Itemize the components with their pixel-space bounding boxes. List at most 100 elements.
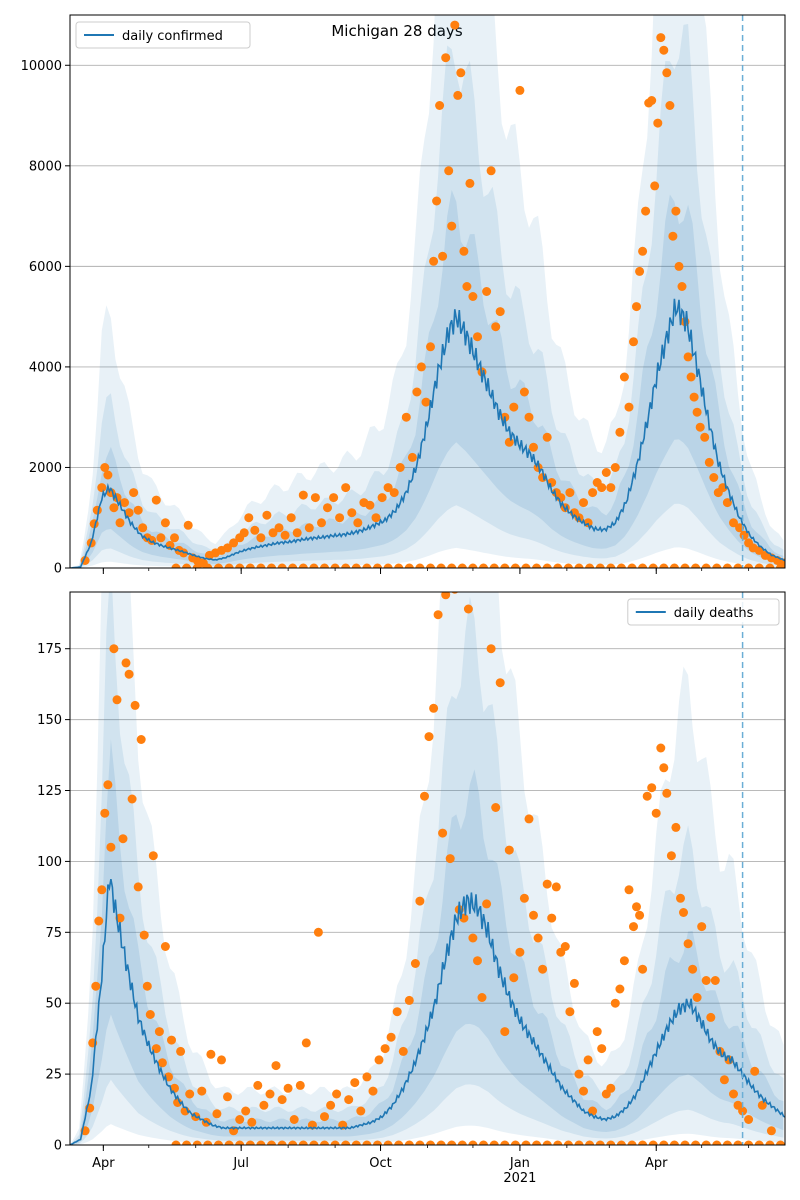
data-point	[688, 964, 698, 974]
data-point	[504, 437, 514, 447]
data-point	[744, 1140, 754, 1145]
data-point	[426, 1140, 435, 1145]
data-point	[383, 563, 393, 568]
data-point	[463, 604, 473, 614]
data-point	[280, 530, 290, 540]
data-point	[383, 483, 393, 493]
data-point	[298, 563, 308, 568]
data-point	[683, 939, 693, 949]
data-point	[115, 518, 125, 528]
data-point	[351, 1140, 361, 1145]
series-line	[70, 298, 785, 568]
uncertainty-band	[70, 592, 784, 1145]
data-point	[259, 1100, 269, 1110]
data-point	[371, 513, 381, 523]
data-point	[509, 973, 519, 983]
data-point	[97, 483, 107, 493]
data-point	[632, 302, 641, 312]
data-point	[298, 490, 308, 500]
data-point	[624, 402, 634, 412]
uncertainty-band	[70, 592, 784, 1145]
data-point	[441, 592, 451, 600]
data-point	[647, 783, 657, 793]
data-point	[100, 808, 110, 818]
data-point	[341, 563, 351, 568]
data-point	[148, 851, 158, 861]
data-point	[583, 1055, 593, 1065]
data-point	[486, 166, 496, 176]
data-point	[529, 442, 538, 452]
data-point	[700, 432, 710, 442]
data-point	[659, 1140, 669, 1145]
data-point	[298, 1140, 308, 1145]
data-point	[424, 732, 434, 742]
data-point	[680, 563, 690, 568]
data-point	[133, 882, 143, 892]
data-point	[435, 101, 445, 110]
data-point	[94, 916, 104, 926]
data-point	[551, 882, 561, 892]
data-point	[468, 563, 478, 568]
data-point	[91, 981, 101, 991]
data-point	[456, 68, 466, 78]
data-point	[214, 563, 223, 568]
data-point	[510, 563, 520, 568]
data-point	[121, 658, 131, 668]
data-point	[320, 563, 329, 568]
data-point	[669, 563, 679, 568]
data-point	[597, 1044, 607, 1054]
data-point	[368, 1086, 378, 1096]
data-point	[310, 493, 320, 503]
data-point	[389, 488, 399, 498]
data-point	[404, 1140, 414, 1145]
data-point	[659, 763, 669, 773]
data-point	[719, 1075, 729, 1085]
data-point	[421, 397, 431, 407]
data-point	[653, 118, 663, 128]
data-point	[529, 910, 538, 920]
legend: daily confirmed	[75, 21, 251, 49]
data-point	[277, 1140, 287, 1145]
data-point	[648, 563, 658, 568]
data-point	[268, 528, 278, 538]
data-point	[447, 1140, 457, 1145]
data-point	[650, 181, 660, 191]
data-point	[235, 563, 245, 568]
data-point	[595, 1140, 605, 1145]
data-point	[495, 678, 505, 688]
y-tick-label: 75	[45, 926, 62, 941]
data-point	[198, 558, 208, 568]
data-point	[239, 528, 249, 538]
y-tick-label: 100	[37, 855, 62, 870]
data-point	[374, 1055, 384, 1065]
data-point	[524, 814, 534, 824]
data-point	[500, 563, 510, 568]
data-point	[112, 695, 122, 705]
uncertainty-band	[70, 739, 784, 1145]
data-point	[353, 518, 363, 528]
data-point	[133, 505, 143, 515]
data-point	[754, 545, 764, 555]
data-point	[283, 1083, 293, 1093]
data-point	[432, 196, 442, 206]
data-point	[256, 563, 266, 568]
data-point	[223, 1092, 232, 1102]
data-point	[574, 563, 584, 568]
data-point	[656, 33, 666, 43]
data-point	[776, 1140, 785, 1145]
data-point	[585, 1140, 595, 1145]
data-point	[373, 1140, 382, 1145]
data-point	[426, 342, 435, 352]
data-point	[365, 500, 375, 510]
data-point	[709, 473, 719, 482]
data-point	[362, 1072, 372, 1082]
data-point	[288, 563, 298, 568]
data-point	[556, 493, 566, 503]
data-point	[765, 1140, 775, 1145]
data-point	[659, 563, 669, 568]
data-point	[579, 498, 588, 508]
data-point	[710, 976, 720, 985]
data-point	[635, 910, 645, 920]
data-point	[521, 1140, 531, 1145]
data-point	[350, 1078, 360, 1088]
